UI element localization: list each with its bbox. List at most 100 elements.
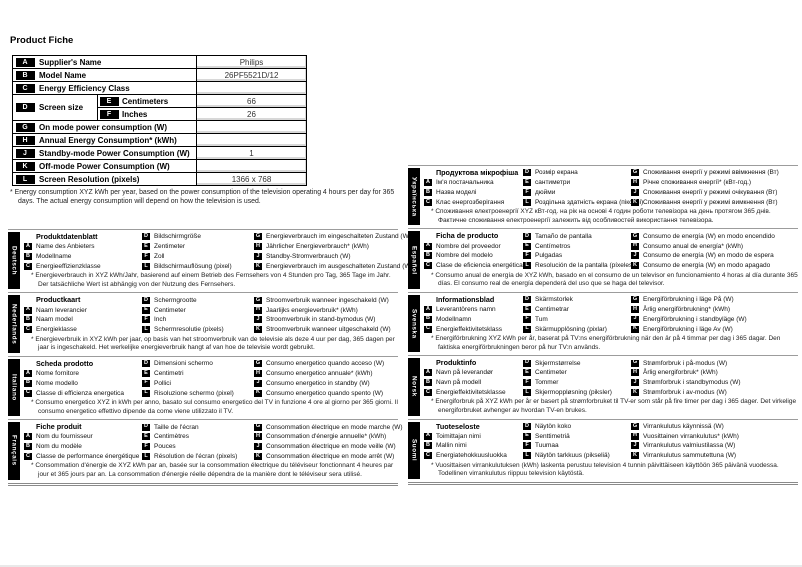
language-section: Nederlands Productkaart A Naam leverancie…: [8, 293, 398, 357]
badge-h: H: [254, 369, 262, 377]
list-item-g: G Споживання енергії у режимі ввімкнення …: [631, 169, 779, 177]
section-title: Scheda prodotto: [36, 358, 94, 368]
section-title: Ficha de producto: [436, 231, 499, 241]
table-footnote: * Energy consumption XYZ kWh per year, b…: [10, 189, 395, 205]
badge-d: D: [142, 233, 150, 241]
list-item-l: L Skjermoppløsning (piksler): [523, 388, 631, 398]
language-sections-right: Українська Продуктова мікрофіша A Ім'я по…: [408, 165, 798, 485]
badge-j: J: [15, 148, 35, 158]
badge-c: C: [424, 198, 432, 206]
list-item-h: H Årlig energiförbrukning* (kWh): [631, 305, 731, 313]
badge-b: B: [424, 188, 432, 196]
list-item-e: E Senttimetriä: [523, 431, 631, 441]
badge-c: C: [15, 83, 35, 93]
row-label: Standby-mode Power Consumption (W): [39, 148, 190, 158]
section-title: Fiche produit: [36, 422, 82, 432]
badge-l: L: [142, 389, 150, 397]
badge-j: J: [254, 379, 262, 387]
list-item-a: A Nombre del proveedor: [424, 242, 501, 250]
list-item-j: J Virrankulutus valmiustilassa (W): [631, 441, 798, 451]
badge-j: J: [254, 252, 262, 260]
row-label: Off-mode Power Consumption (W): [39, 161, 170, 171]
badge-f: F: [523, 379, 531, 387]
badge-d: D: [142, 296, 150, 304]
page-bottom-edge: [0, 565, 802, 567]
list-item-e: E Centimetrar: [523, 305, 631, 315]
list-item-g: G Consumo de energía (W) en modo encendid…: [631, 232, 775, 240]
list-item-l: L Schermresolutie (pixels): [142, 325, 254, 335]
row-value: [196, 121, 306, 133]
badge-a: A: [424, 179, 432, 187]
badge-e: E: [523, 369, 531, 377]
section-title: Productkaart: [36, 295, 81, 305]
list-item-b: B Modellname: [24, 252, 72, 260]
row-value: Philips: [196, 56, 306, 68]
badge-h: H: [254, 243, 262, 251]
language-tab-label: Українська: [410, 176, 418, 217]
list-item-e: E Centimetri: [142, 369, 254, 379]
badge-g: G: [631, 169, 639, 177]
badge-c: C: [24, 326, 32, 334]
badge-d: D: [523, 422, 531, 430]
list-item-f: F Tum: [523, 314, 631, 324]
row-label: Annual Energy Consumption* (kWh): [39, 135, 177, 145]
badge-b: B: [24, 443, 32, 451]
row-value: 1366 x 768: [196, 173, 306, 185]
badge-h: H: [631, 369, 639, 377]
row-label: Screen Resolution (pixels): [39, 174, 140, 184]
badge-f: F: [142, 252, 150, 260]
badge-e: E: [523, 179, 531, 187]
badge-f: F: [523, 442, 531, 450]
badge-l: L: [523, 452, 531, 460]
list-item-f: F Pouces: [142, 442, 254, 452]
badge-c: C: [424, 452, 432, 460]
badge-k: K: [15, 161, 35, 171]
badge-g: G: [15, 122, 35, 132]
list-item-k: K Energiförbrukning i läge Av (W): [631, 325, 733, 333]
list-item-j: J Standby-Stromverbrauch (W): [254, 252, 398, 262]
badge-h: H: [254, 306, 262, 314]
language-tab: Suomi: [408, 421, 420, 479]
language-tab-label: Deutsch: [10, 246, 18, 276]
badge-g: G: [254, 296, 262, 304]
list-item-c: C Classe di efficienza energetica: [24, 389, 125, 397]
list-item-g: G Consumo energetico quando acceso (W): [254, 359, 385, 368]
list-item-j: J Energiförbrukning i standbyläge (W): [631, 314, 798, 324]
badge-k: K: [254, 452, 262, 460]
section-title: Tuoteseloste: [436, 421, 480, 431]
badge-f: F: [142, 316, 150, 324]
table-row-model: B Model Name 26PF5521D/12: [12, 69, 307, 82]
list-item-d: D Taille de l'écran: [142, 423, 199, 431]
list-item-k: K Consumo energetico quando spento (W): [254, 389, 384, 397]
language-tab-label: Nederlands: [10, 303, 18, 345]
language-section: Français Fiche produit A Nom du fournisse…: [8, 420, 403, 486]
badge-c: C: [424, 262, 432, 270]
list-item-a: A Toimittajan nimi: [424, 432, 481, 440]
list-item-c: C Energieffektivitetsklass: [424, 325, 502, 333]
list-item-g: G Stroomverbruik wanneer ingeschakeld (W): [254, 296, 389, 304]
list-item-e: E Centímetros: [523, 241, 631, 251]
badge-j: J: [631, 252, 639, 260]
badge-g: G: [254, 423, 262, 431]
badge-d: D: [142, 423, 150, 431]
language-tab-label: Svenska: [410, 308, 418, 339]
language-section: Deutsch Produktdatenblatt A Name des Anbi…: [8, 230, 413, 294]
list-item-b: B Назва моделі: [424, 188, 477, 196]
list-item-l: L Skärmupplösning (pixlar): [523, 324, 631, 334]
list-item-l: L Résolution de l'écran (pixels): [142, 452, 254, 462]
list-item-l: L Bildschirmauflösung (pixel): [142, 261, 254, 271]
row-label: Energy Efficiency Class: [39, 83, 130, 93]
list-item-e: E Centimètres: [142, 432, 254, 442]
language-tab-label: Español: [410, 245, 418, 275]
table-row-supplier: A Supplier's Name Philips: [12, 56, 307, 69]
badge-d: D: [523, 232, 531, 240]
badge-k: K: [631, 388, 639, 396]
list-item-c: C Energieeffizienzklasse: [24, 262, 101, 270]
badge-h: H: [631, 432, 639, 440]
badge-j: J: [254, 443, 262, 451]
section-footnote: * Energiförbrukning XYZ kWh per år, base…: [431, 334, 781, 351]
badge-e: E: [142, 433, 150, 441]
list-item-d: D Bildschirmgröße: [142, 233, 201, 241]
list-item-k: K Stroomverbruik wanneer uitgeschakeld (W…: [254, 325, 391, 334]
badge-l: L: [523, 262, 531, 270]
